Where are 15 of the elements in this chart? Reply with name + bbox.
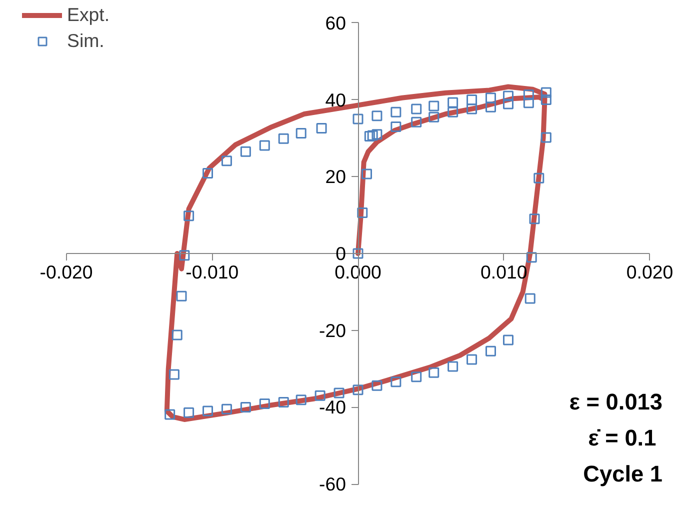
x-tick-label: -0.010 xyxy=(186,262,239,282)
x-tick-label: -0.020 xyxy=(40,262,93,282)
y-tick-label: -60 xyxy=(319,474,346,495)
y-tick-label: 60 xyxy=(325,12,346,34)
x-tick-label: 0.020 xyxy=(626,262,674,282)
annotation: Cycle 1 xyxy=(583,460,663,486)
y-tick-label: 40 xyxy=(325,89,346,110)
y-tick-label: -40 xyxy=(319,396,346,418)
y-tick-label: 20 xyxy=(325,166,346,188)
annotation: ε = 0.013 xyxy=(569,388,663,414)
legend-label: Expt. xyxy=(67,4,110,26)
annotation: ε̇ = 0.1 xyxy=(588,424,656,450)
y-tick-label: -20 xyxy=(319,320,346,341)
y-tick-label: 0 xyxy=(336,243,346,264)
legend-label: Sim. xyxy=(67,30,104,52)
